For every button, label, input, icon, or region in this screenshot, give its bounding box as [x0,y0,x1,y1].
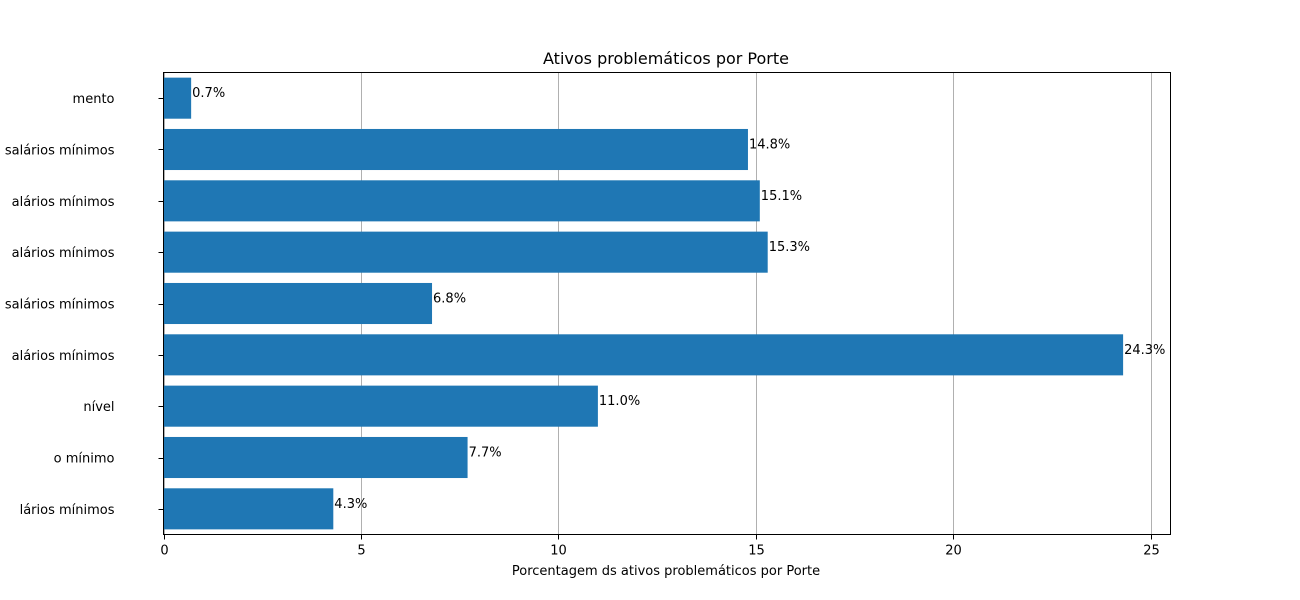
y-tick-label: alários mínimos [12,246,115,261]
bar-value-label: 14.8% [749,138,790,153]
y-tick-label: lários mínimos [20,503,115,518]
x-tick-label: 5 [357,544,365,559]
bar-value-label: 6.8% [433,292,466,307]
y-tick-label: mento [73,92,115,107]
data-labels: 4.3% 7.7% 11.0% 24.3% 6.8% 15.3% 15.1% 14.8% 0.7… [192,86,1165,512]
bar [163,282,433,325]
bar-value-label: 15.1% [761,189,802,204]
bar [163,77,192,119]
y-tick-label: o mínimo [54,452,115,467]
bar [163,436,468,479]
bar [163,128,748,171]
bar [163,180,760,222]
x-tick-label: 20 [945,544,962,559]
y-axis-ticks: lários mínimos o mínimo nível alários mínim… [5,92,164,518]
bar [163,488,334,530]
y-tick-label: salários mínimos [5,144,115,159]
y-tick-label: salários mínimos [5,298,115,313]
bar-value-label: 15.3% [769,240,810,255]
x-tick-label: 15 [748,544,765,559]
bar-value-label: 4.3% [334,497,367,512]
x-axis-label: Porcentagem ds ativos problemáticos por … [512,564,820,579]
bars [163,77,1124,530]
x-axis-ticks: 0 5 10 15 20 25 [160,534,1160,559]
bar [163,231,768,273]
y-tick-label: alários mínimos [12,195,115,210]
bar-value-label: 7.7% [469,446,502,461]
bar-value-label: 24.3% [1124,343,1165,358]
plot-frame [163,72,1171,535]
x-tick-label: 0 [160,544,168,559]
x-tick-label: 25 [1143,544,1160,559]
chart-title: Ativos problemáticos por Porte [543,49,789,68]
x-tick-label: 10 [550,544,567,559]
bar [163,334,1124,376]
bar-value-label: 11.0% [599,394,640,409]
y-tick-label: alários mínimos [12,349,115,364]
bar [163,385,598,427]
y-tick-label: nível [83,400,114,415]
bar-value-label: 0.7% [192,86,225,101]
